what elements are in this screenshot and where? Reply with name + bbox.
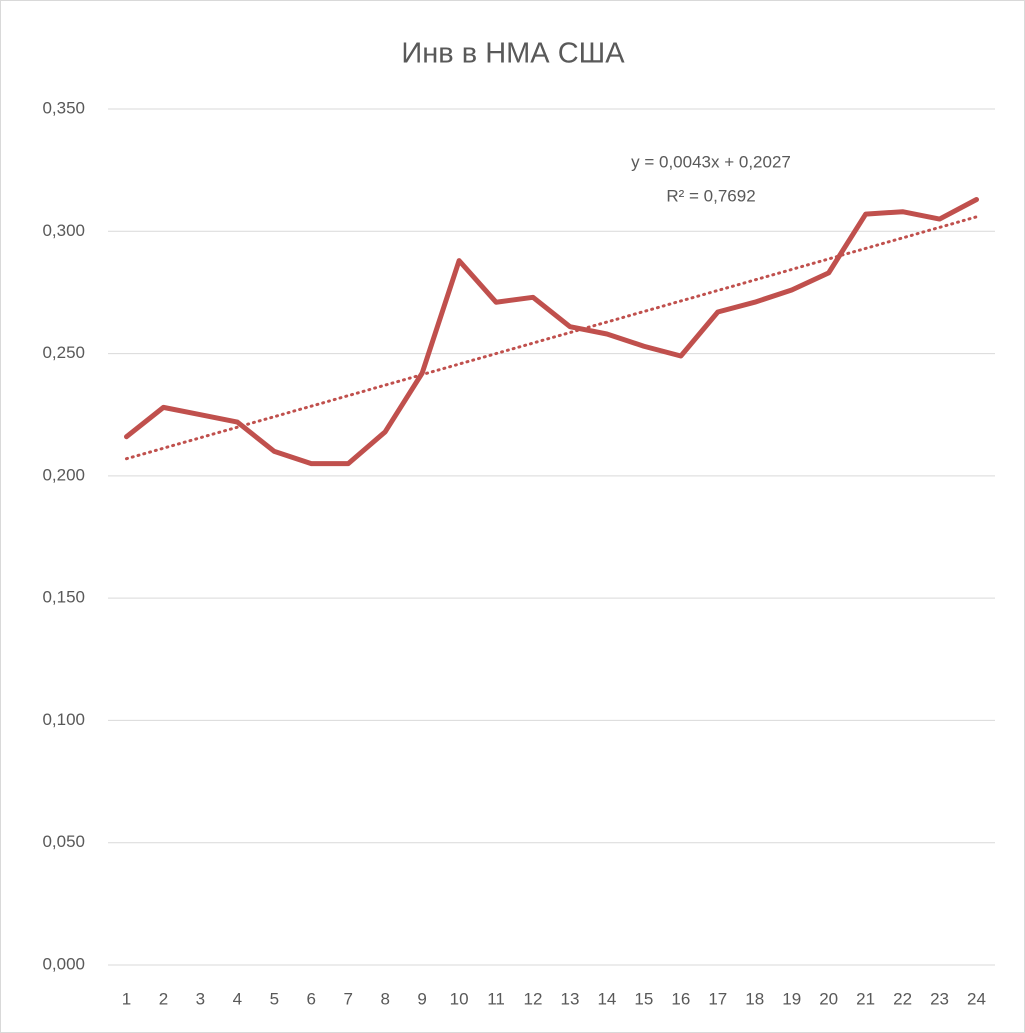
y-tick-label: 0,100 [42, 710, 85, 729]
x-tick-label: 4 [233, 989, 242, 1008]
x-tick-label: 16 [671, 989, 690, 1008]
x-tick-label: 20 [819, 989, 838, 1008]
y-tick-label: 0,000 [42, 954, 85, 973]
trendline-r2: R² = 0,7692 [666, 186, 755, 205]
x-tick-label: 15 [634, 989, 653, 1008]
x-tick-label: 3 [196, 989, 205, 1008]
x-tick-label: 5 [270, 989, 279, 1008]
x-tick-label: 11 [487, 989, 505, 1008]
y-tick-label: 0,250 [42, 343, 85, 362]
x-tick-label: 8 [380, 989, 389, 1008]
x-tick-label: 6 [307, 989, 316, 1008]
data-line [123, 196, 980, 467]
x-tick-label: 12 [524, 989, 543, 1008]
y-tick-label: 0,150 [42, 588, 85, 607]
x-tick-label: 13 [561, 989, 580, 1008]
x-tick-label: 2 [159, 989, 168, 1008]
x-tick-label: 18 [745, 989, 764, 1008]
x-tick-label: 7 [343, 989, 352, 1008]
x-tick-label: 24 [967, 989, 986, 1008]
x-tick-label: 21 [856, 989, 875, 1008]
y-tick-label: 0,350 [42, 98, 85, 117]
x-tick-label: 10 [450, 989, 469, 1008]
x-tick-label: 14 [597, 989, 616, 1008]
x-tick-label: 23 [930, 989, 949, 1008]
x-tick-label: 17 [708, 989, 727, 1008]
x-tick-label: 19 [782, 989, 801, 1008]
y-tick-label: 0,050 [42, 832, 85, 851]
chart-title: Инв в НМА США [401, 38, 625, 70]
x-tick-label: 1 [122, 989, 131, 1008]
y-tick-label: 0,200 [42, 465, 85, 484]
x-tick-label: 9 [417, 989, 426, 1008]
trendline-equation: y = 0,0043x + 0,2027 [631, 152, 791, 171]
y-tick-label: 0,300 [42, 221, 85, 240]
x-tick-label: 22 [893, 989, 912, 1008]
